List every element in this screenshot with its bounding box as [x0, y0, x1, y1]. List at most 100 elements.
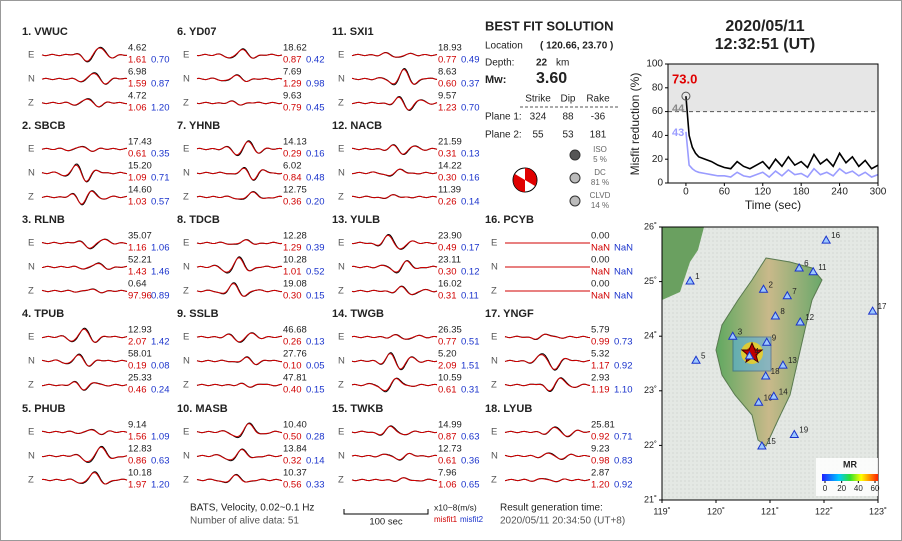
x-tick-label: 180 [793, 187, 810, 198]
beachball-quadrant [513, 168, 537, 192]
waveform-synthetic [504, 478, 591, 482]
misfit1: 0.31 [438, 149, 457, 160]
misfit1: 0.19 [128, 361, 147, 372]
misfit2: 0.13 [461, 149, 480, 160]
plane-value: 181 [590, 130, 607, 141]
y-tick-label: 60 [652, 106, 664, 117]
amplitude: 15.20 [128, 161, 152, 172]
misfit2: 1.10 [614, 385, 633, 396]
station-title: 3. RLNB [22, 214, 65, 226]
x-axis-label: Time (sec) [745, 198, 801, 212]
misfit2: 0.17 [461, 243, 480, 254]
waveform-synthetic [351, 286, 438, 296]
component: Z [28, 380, 34, 391]
annotation-max: 73.0 [672, 71, 697, 86]
plane-value: 53 [562, 130, 574, 141]
misfit1: 1.61 [128, 55, 147, 66]
misfit1: 0.32 [283, 456, 302, 467]
map-border [661, 226, 879, 501]
misfit1: 1.17 [591, 361, 610, 372]
station-marker [768, 391, 779, 400]
amplitude: 7.69 [283, 67, 302, 78]
misfit1: 0.86 [128, 456, 147, 467]
misfit2: 0.15 [306, 291, 325, 302]
component: N [491, 262, 498, 273]
y-tick-label: 80 [652, 82, 664, 93]
misfit2: 0.42 [306, 55, 325, 66]
misfit2: 1.20 [151, 480, 170, 491]
component: E [28, 427, 34, 438]
amplitude: 25.81 [591, 420, 615, 431]
component: N [183, 356, 190, 367]
component: E [338, 427, 344, 438]
amplitude: 14.99 [438, 420, 462, 431]
misfit1: 0.79 [283, 103, 302, 114]
station-label: 6 [804, 259, 809, 268]
misfit2: 1.42 [151, 337, 170, 348]
amplitude: 6.02 [283, 161, 302, 172]
amplitude: 46.68 [283, 325, 307, 336]
x-tick-label: 0 [683, 187, 689, 198]
waveform-synthetic [504, 452, 591, 460]
misfit1-legend: misfit1 [434, 515, 458, 524]
component: E [491, 238, 497, 249]
station-label: 4 [754, 347, 759, 356]
amplitude: 9.57 [438, 91, 457, 102]
misfit1: 0.61 [438, 456, 457, 467]
misfit2: 0.87 [151, 79, 170, 90]
misfit1: 0.31 [438, 291, 457, 302]
component-icon [569, 195, 581, 207]
station-marker [760, 371, 771, 380]
amplitude: 8.63 [438, 67, 457, 78]
component: Z [183, 98, 189, 109]
component: N [491, 451, 498, 462]
waveform-synthetic [352, 144, 438, 155]
station-label: 11 [818, 263, 827, 272]
x-tick-label: 60 [719, 187, 731, 198]
colorbar-tick-label: 0 [823, 484, 828, 493]
component: E [183, 427, 189, 438]
component: Z [491, 286, 497, 297]
shade [668, 64, 878, 112]
amplitude: 9.14 [128, 420, 147, 431]
amplitude: 4.72 [128, 91, 147, 102]
misfit2: NaN [614, 291, 633, 302]
station-marker [794, 262, 805, 272]
component: N [338, 356, 345, 367]
waveform-synthetic [351, 452, 438, 461]
waveform-synthetic [41, 288, 128, 294]
component: E [28, 50, 34, 61]
amplitude: 9.63 [283, 91, 302, 102]
station-label: 2 [769, 280, 774, 289]
depth-label: Depth: [485, 58, 514, 69]
amplitude: 27.76 [283, 349, 307, 360]
station-label: 19 [799, 426, 808, 435]
line-series [685, 131, 879, 179]
amplitude: 52.21 [128, 255, 152, 266]
component: E [338, 238, 344, 249]
component: Z [183, 475, 189, 486]
misfit1: 1.01 [283, 267, 302, 278]
component: Z [28, 286, 34, 297]
annotation-43: 43 [672, 127, 684, 139]
misfit2: NaN [614, 267, 633, 278]
plane-label: Plane 1: [485, 112, 522, 123]
y-tick-label: 20 [652, 154, 664, 165]
waveform-synthetic [351, 377, 438, 392]
misfit2: 0.20 [306, 197, 325, 208]
component: N [183, 262, 190, 273]
waveform-synthetic [504, 377, 591, 392]
amplitude: 6.98 [128, 67, 147, 78]
misfit2: 0.83 [614, 456, 633, 467]
station-label: 17 [878, 302, 887, 311]
station-title: 15. TWKB [332, 403, 383, 415]
station-marker [795, 316, 806, 326]
mw-label: Mw: [485, 74, 506, 86]
amplitude: 11.39 [438, 185, 461, 196]
station-marker [778, 360, 788, 369]
misfit2: 0.48 [306, 173, 325, 184]
waveform-synthetic [41, 328, 128, 343]
misfit2: 0.63 [461, 432, 480, 443]
y-tick-label: 0 [657, 178, 663, 189]
misfit2: 0.15 [306, 385, 325, 396]
